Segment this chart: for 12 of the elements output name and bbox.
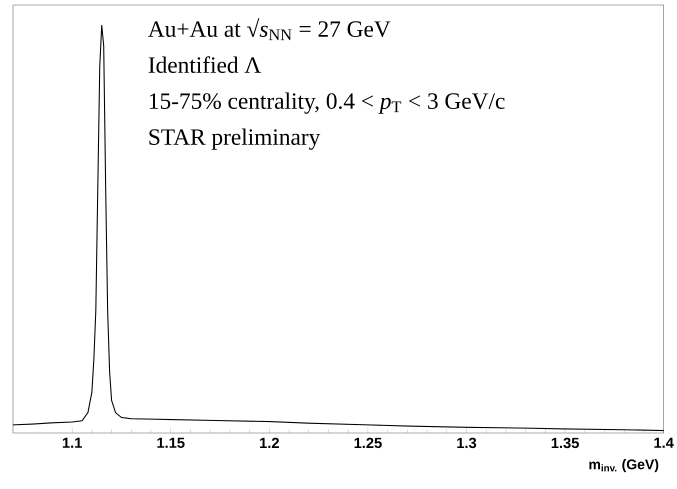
x-tick-label: 1.1 [62,438,82,448]
x-tick-label: 1.3 [457,438,476,448]
x-tick-label: 1.35 [552,438,579,448]
x-tick-label: 1.15 [157,438,185,448]
x-tick-label: 1.2 [260,438,279,448]
annotation: Au+Au at √s$_{NN}$ = 27 GeV [148,18,390,40]
annotation: 15-75% centrality, 0.4 < p$_{T}$ < 3 GeV/c [150,92,505,114]
annotation: STAR preliminary [149,128,320,150]
x-tick-label: 1.25 [354,438,382,448]
annotation: Identified Λ [148,56,262,73]
x-tick-label: 1.4 [654,438,674,448]
x-axis-title: m$_{inv.}$ (GeV) [589,459,658,472]
